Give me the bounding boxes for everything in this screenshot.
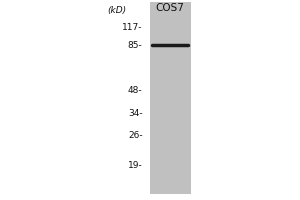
Text: COS7: COS7 <box>156 3 184 13</box>
Text: (kD): (kD) <box>107 6 126 16</box>
Text: 85-: 85- <box>128 40 142 49</box>
Text: 34-: 34- <box>128 108 142 117</box>
Bar <box>150 2 190 194</box>
Text: 26-: 26- <box>128 130 142 140</box>
Text: 19-: 19- <box>128 160 142 170</box>
Text: 117-: 117- <box>122 22 142 31</box>
Text: 48-: 48- <box>128 86 142 95</box>
